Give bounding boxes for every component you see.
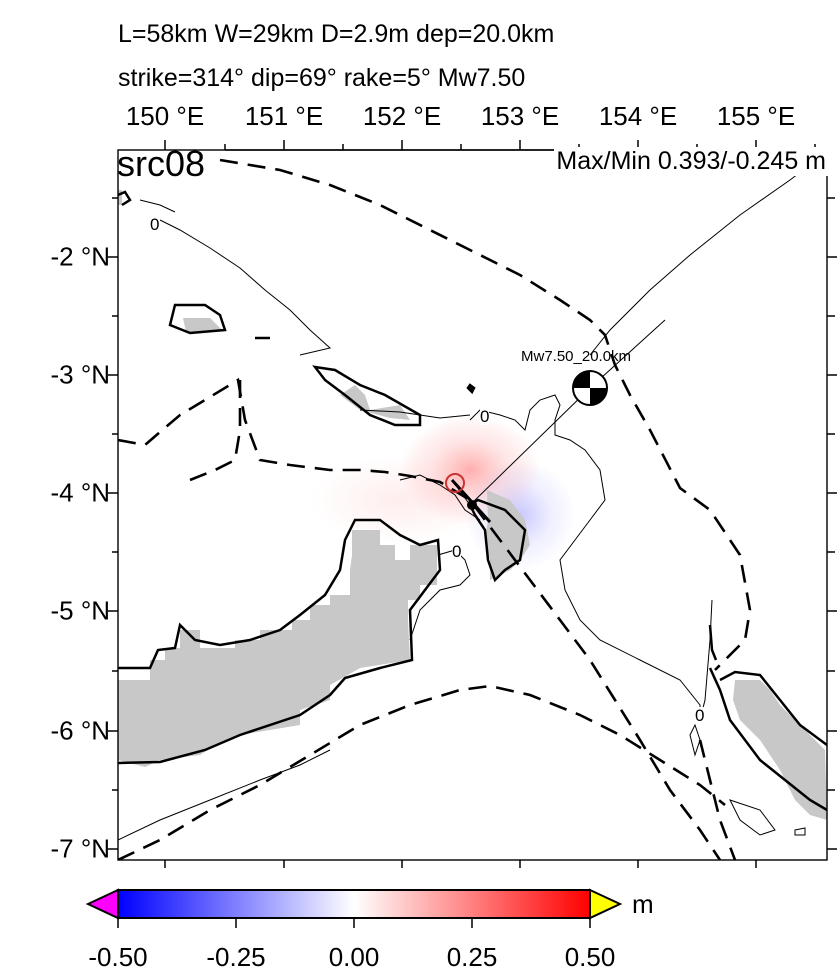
lat-label-minus2: -2 °N (50, 241, 110, 272)
colorbar-tick: -0.25 (206, 942, 266, 972)
zero-contour (118, 151, 827, 841)
epicenter-marker (445, 473, 465, 493)
colorbar-low-overflow (85, 888, 119, 920)
lon-label-152: 152 °E (362, 101, 442, 131)
colorbar-gradient (117, 889, 591, 919)
lon-label-150: 150 °E (125, 101, 205, 131)
max-min-label: Max/Min 0.393/-0.245 m (554, 147, 828, 176)
lat-label-minus7: -7 °N (50, 833, 110, 864)
fault-parameters-line1: L=58km W=29km D=2.9m dep=20.0km (118, 20, 555, 48)
beachball-label: Mw7.50_20.0km (521, 348, 632, 365)
lat-label-minus3: -3 °N (50, 359, 110, 390)
contour-label: 0 (695, 706, 705, 725)
colorbar-tick: 0.25 (446, 942, 498, 972)
lon-label-154: 154 °E (598, 101, 678, 131)
source-label: src08 (117, 143, 206, 184)
lon-label-153: 153 °E (480, 101, 560, 131)
lon-label-155: 155 °E (716, 101, 796, 131)
land-masses (118, 190, 827, 820)
lon-label-151: 151 °E (244, 101, 324, 131)
colorbar-tick: 0.50 (564, 942, 616, 972)
lat-label-minus4: -4 °N (50, 477, 110, 508)
left-axis-ticks (108, 197, 118, 850)
colorbar-tick: -0.50 (88, 942, 148, 972)
lat-label-minus5: -5 °N (50, 595, 110, 626)
hypocenter-dot (467, 500, 477, 510)
colorbar-tick: 0.00 (328, 942, 380, 972)
right-axis-ticks (827, 197, 837, 850)
bottom-axis-ticks (164, 860, 757, 868)
contour-label: 0 (480, 407, 490, 426)
plate-boundaries (118, 158, 752, 860)
coastlines (118, 190, 827, 812)
colorbar-unit: m (632, 889, 654, 919)
contour-label: 0 (150, 215, 160, 234)
fault-parameters-line2: strike=314° dip=69° rake=5° Mw7.50 (118, 64, 526, 92)
lat-label-minus6: -6 °N (50, 715, 110, 746)
contour-label: 0 (452, 542, 462, 561)
beachball-icon (572, 370, 608, 406)
colorbar-high-overflow (589, 888, 623, 920)
